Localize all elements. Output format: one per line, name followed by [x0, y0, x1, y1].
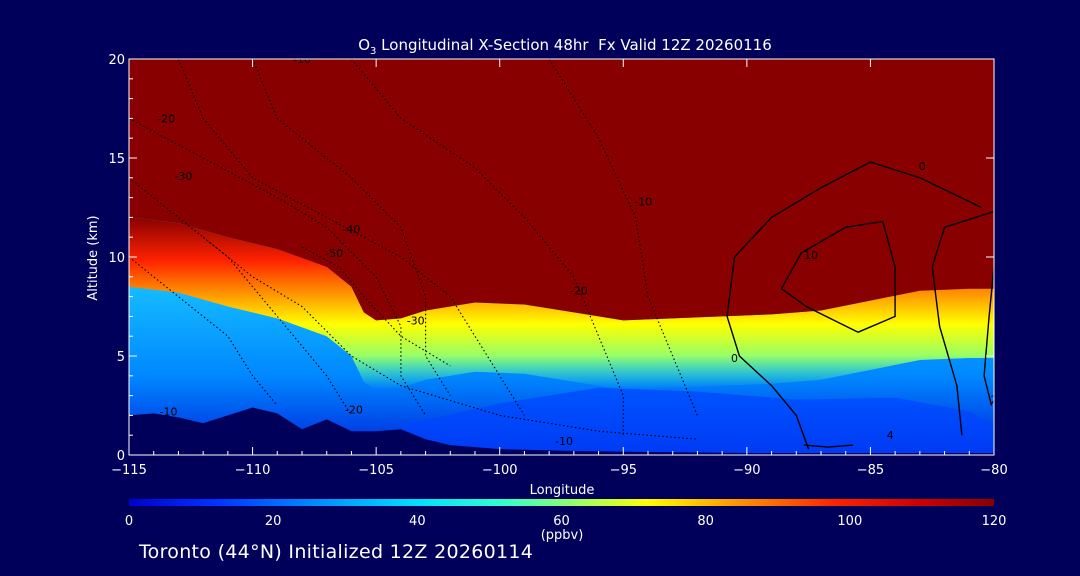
- x-tick-label: −105: [358, 463, 394, 478]
- x-tick-label: −90: [733, 463, 760, 478]
- contour-label: -20: [345, 403, 363, 416]
- chart-title: O3 Longitudinal X-Section 48hr Fx Valid …: [358, 36, 772, 57]
- contour-label: 0: [919, 160, 926, 173]
- x-tick-label: −80: [980, 463, 1007, 478]
- contour-line-positive: [983, 266, 994, 406]
- contour-label: -30: [174, 170, 192, 183]
- colorbar-tick-label: 100: [837, 514, 862, 529]
- colorbar-ticks: 0 20 40 60 80 100 120: [125, 514, 1007, 529]
- contour-line-positive: [803, 444, 854, 448]
- x-axis-label: Longitude: [530, 483, 595, 498]
- stratosphere-region: [129, 59, 994, 321]
- plot-area: -10 -20 -30 -40 -50 -20 -30 -10 -10 -20 -10 0 0 10 4 2: [129, 53, 998, 455]
- x-tick-label: −100: [482, 463, 518, 478]
- y-tick-label: 20: [108, 53, 125, 68]
- colorbar-tick-label: 120: [982, 514, 1007, 529]
- contour-label: -10: [160, 405, 178, 418]
- contour-line-negative: [252, 59, 451, 396]
- colorbar-tick-label: 60: [553, 514, 570, 529]
- colorbar-tick-label: 0: [125, 514, 133, 529]
- contour-lines: [129, 59, 994, 450]
- contour-line-negative: [301, 246, 451, 367]
- colorbar: [129, 499, 994, 506]
- contour-line-negative: [350, 59, 624, 436]
- colorbar-tick-label: 40: [409, 514, 426, 529]
- contour-line-positive: [931, 210, 994, 436]
- x-tick-label: −115: [111, 463, 147, 478]
- contour-line-negative: [548, 59, 698, 416]
- colorbar-tick-label: 20: [265, 514, 282, 529]
- tropopause-gradient-band: [129, 217, 994, 390]
- contour-label: -10: [293, 53, 311, 66]
- contour-label: -20: [570, 285, 588, 298]
- x-tick-label: −95: [610, 463, 637, 478]
- contour-label: -50: [325, 247, 343, 260]
- y-axis-label: Altitude (km): [86, 215, 101, 300]
- y-tick-label: 0: [117, 449, 125, 464]
- colorbar-unit-label: (ppbv): [541, 528, 584, 543]
- contour-label: -20: [157, 112, 175, 125]
- contour-label: 0: [731, 352, 738, 365]
- y-tick-label: 10: [108, 251, 125, 266]
- contour-line-positive: [780, 220, 896, 333]
- y-tick-label: 5: [117, 350, 125, 365]
- contour-line-negative: [202, 236, 698, 440]
- contour-label: 10: [804, 249, 818, 262]
- contour-label: 4: [887, 429, 894, 442]
- colorbar-tick-label: 80: [697, 514, 714, 529]
- x-tick-label: −85: [857, 463, 884, 478]
- contour-line-negative: [129, 177, 352, 416]
- contour-label: 2: [991, 394, 998, 407]
- low-ozone-region: [400, 387, 994, 455]
- y-axis: 0 5 10 15 20: [108, 53, 994, 464]
- x-axis: −115 −110 −105 −100 −95 −90 −85 −80: [111, 59, 1008, 478]
- contour-label: -30: [407, 314, 425, 327]
- x-tick-label: −110: [235, 463, 271, 478]
- contour-line-positive: [726, 161, 982, 450]
- contour-labels: -10 -20 -30 -40 -50 -20 -30 -10 -10 -20 -10 0 0 10 4 2: [157, 53, 998, 448]
- footer-caption: Toronto (44°N) Initialized 12Z 20260114: [139, 541, 534, 563]
- contour-label: -10: [555, 435, 573, 448]
- contour-line-negative: [129, 117, 427, 416]
- y-tick-label: 15: [108, 152, 125, 167]
- contour-label: -40: [342, 223, 360, 236]
- terrain-profile: [129, 407, 994, 455]
- contour-label: -10: [634, 196, 652, 209]
